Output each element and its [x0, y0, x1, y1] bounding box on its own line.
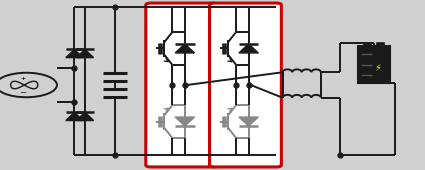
Polygon shape — [239, 117, 258, 126]
Polygon shape — [66, 112, 83, 121]
Text: ⚡: ⚡ — [374, 63, 381, 73]
Polygon shape — [175, 44, 195, 53]
Bar — [364, 43, 371, 46]
Polygon shape — [239, 44, 258, 53]
Bar — [358, 46, 390, 83]
Polygon shape — [76, 49, 94, 58]
Polygon shape — [175, 117, 195, 126]
Text: +: + — [20, 76, 26, 81]
Bar — [377, 43, 384, 46]
FancyBboxPatch shape — [210, 3, 281, 167]
Text: −: − — [20, 88, 26, 97]
Polygon shape — [76, 112, 94, 121]
FancyBboxPatch shape — [146, 3, 218, 167]
Polygon shape — [66, 49, 83, 58]
